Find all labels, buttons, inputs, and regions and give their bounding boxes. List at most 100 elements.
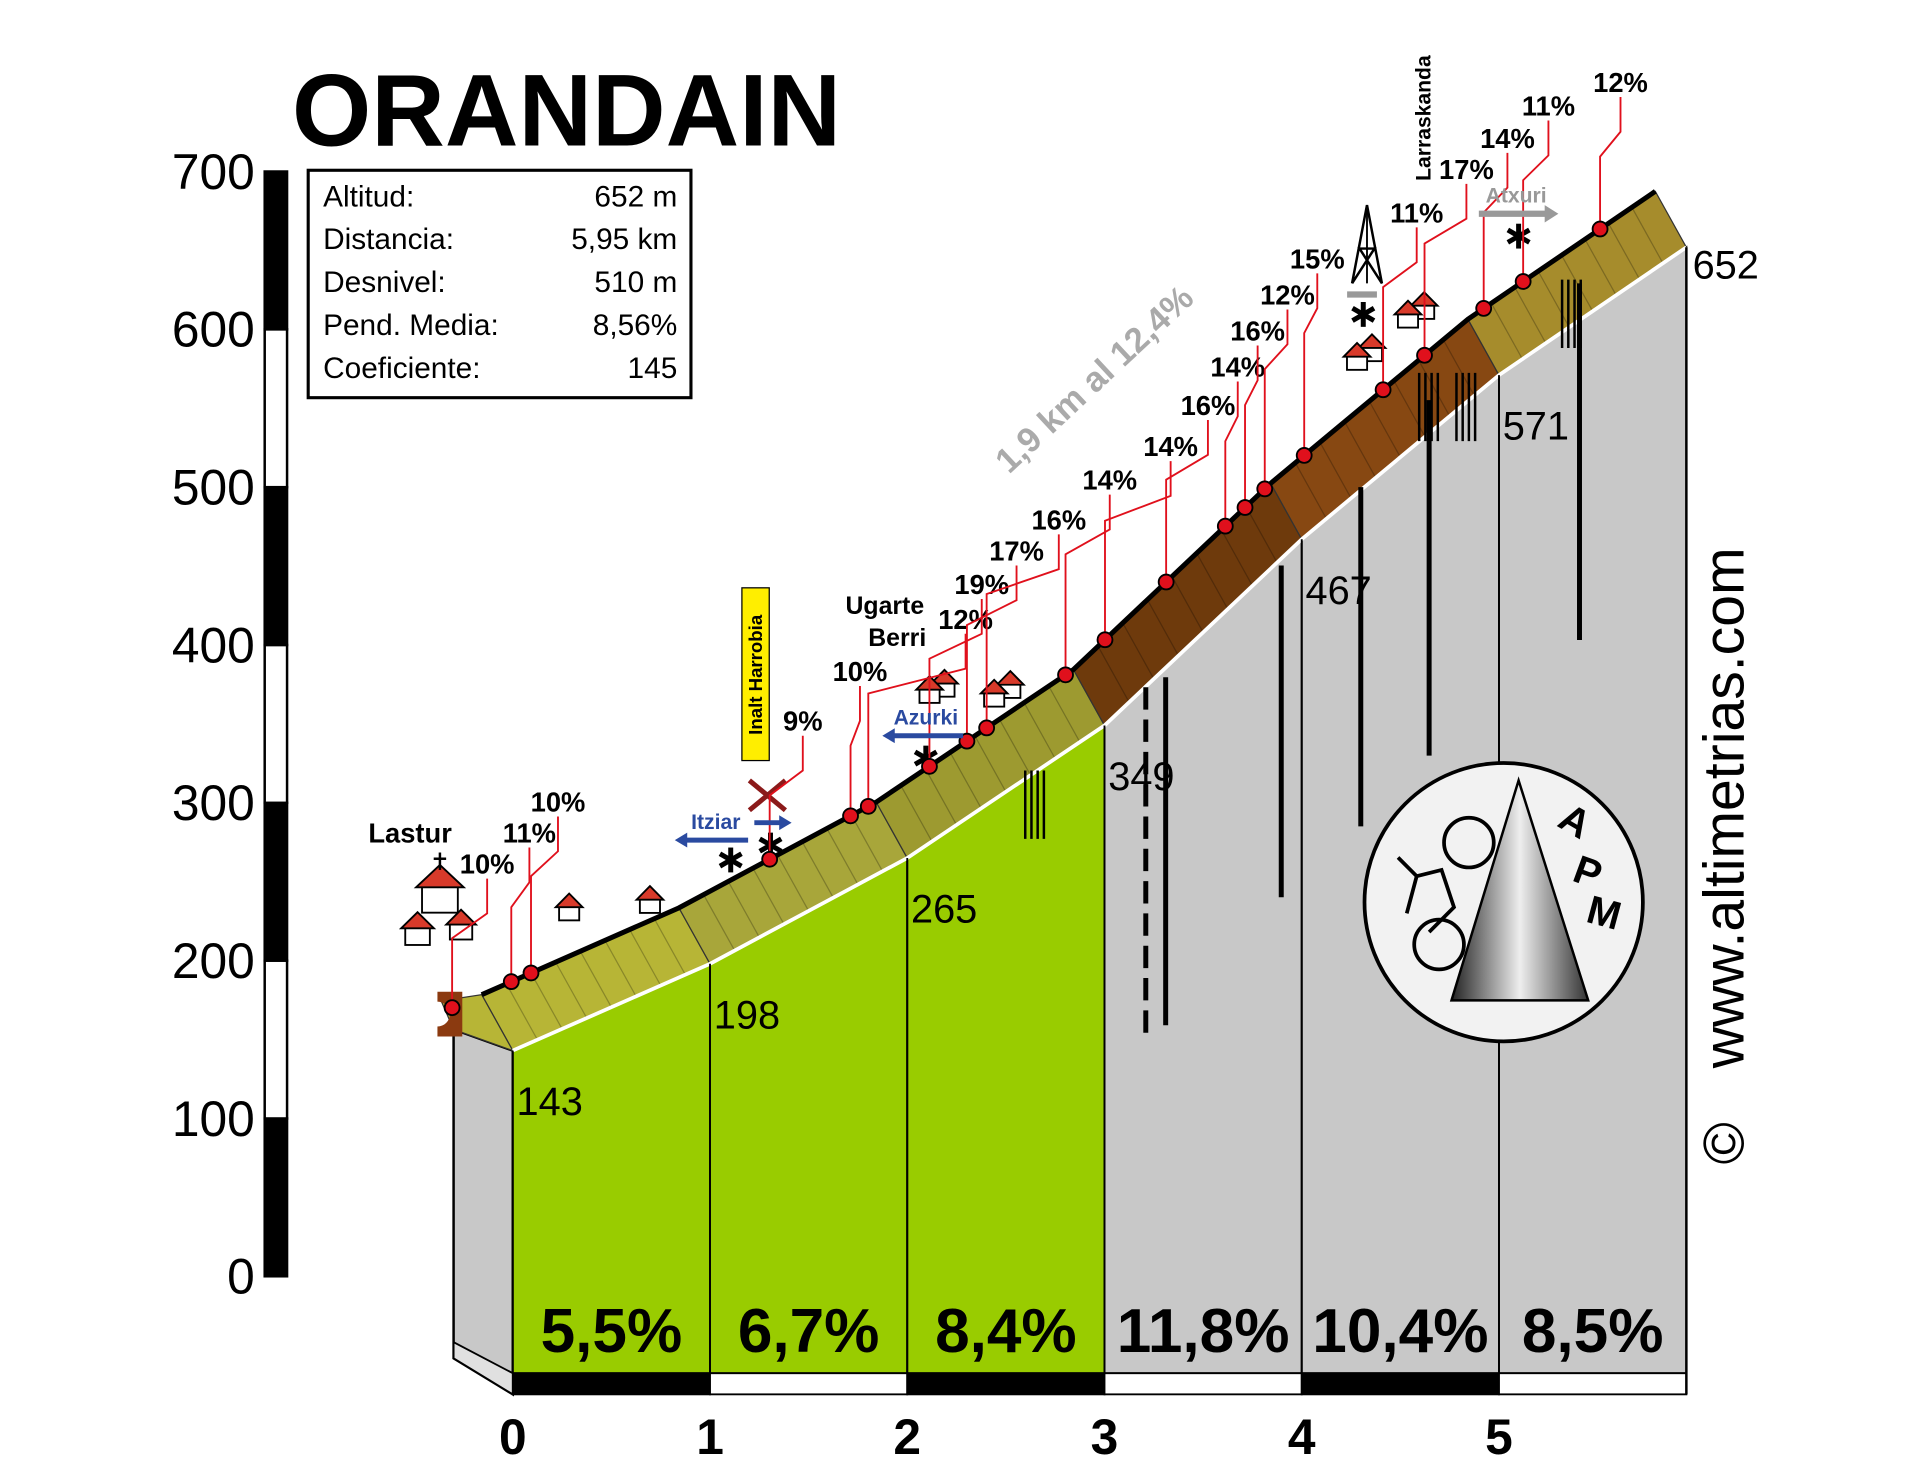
pitch-dot xyxy=(443,999,461,1017)
ribbon-stripe xyxy=(505,983,538,1041)
house-roof xyxy=(1392,299,1424,316)
pitch-leader xyxy=(867,633,967,807)
ribbon-stripe xyxy=(1418,359,1451,417)
ribbon-stripe xyxy=(604,940,637,997)
house-roof xyxy=(443,908,479,926)
place-label: Berri xyxy=(868,625,926,652)
ribbon-stripe xyxy=(801,841,834,899)
pitch-label: 14% xyxy=(1082,465,1137,496)
pitch-dot xyxy=(522,964,540,982)
pitch-dot xyxy=(1256,480,1274,498)
direction-arrow xyxy=(882,728,895,744)
pitch-dot xyxy=(1216,517,1234,535)
altitude-label: 143 xyxy=(516,1080,582,1124)
direction-arrow xyxy=(1544,205,1559,223)
pitch-dot xyxy=(859,797,877,815)
pitch-label: 10% xyxy=(460,849,515,880)
pitch-label: 12% xyxy=(938,604,993,635)
house-roof xyxy=(634,884,666,901)
segment-gradient-label: 8,5% xyxy=(1522,1297,1664,1366)
km-strip xyxy=(511,1372,711,1396)
pitch-leader xyxy=(510,847,531,982)
y-tick-label: 700 xyxy=(172,144,255,200)
altitude-label: 265 xyxy=(911,888,977,932)
ribbon-stripe xyxy=(850,815,884,872)
altitude-label: 652 xyxy=(1693,243,1759,287)
ribbon-stripe xyxy=(1537,270,1570,328)
ribbon-stripe xyxy=(777,854,810,912)
y-axis-band xyxy=(263,328,289,489)
copyright: © xyxy=(1693,1122,1757,1164)
ribbon-stripe xyxy=(924,768,958,826)
place-label: Inalt Harrobia xyxy=(745,614,766,735)
km-strip xyxy=(1498,1372,1688,1396)
y-axis-band xyxy=(263,170,289,331)
ribbon-stripe xyxy=(1607,223,1641,280)
x-tick-label: 1 xyxy=(696,1409,724,1465)
pitch-leader xyxy=(1423,183,1468,356)
stat-label: Desnivel: xyxy=(323,266,446,299)
pitch-dot xyxy=(1514,273,1532,290)
pitch-label: 11% xyxy=(503,818,556,849)
pitch-dot xyxy=(1374,381,1392,399)
pitch-leader xyxy=(768,735,804,860)
ribbon-stripe xyxy=(1023,702,1056,759)
altitude-label: 571 xyxy=(1503,405,1569,449)
altitude-label: 198 xyxy=(714,993,780,1037)
house-roof xyxy=(928,668,961,685)
segment-gradient-label: 11,8% xyxy=(1117,1297,1290,1366)
x-tick-label: 2 xyxy=(893,1409,921,1465)
pitch-label: 12% xyxy=(1260,279,1315,310)
x-tick-label: 5 xyxy=(1485,1409,1513,1465)
pitch-leader xyxy=(1165,420,1209,583)
pitch-dot xyxy=(842,807,859,825)
ribbon-stripe xyxy=(579,950,612,1008)
profile-side xyxy=(452,1027,515,1397)
pitch-label: 17% xyxy=(989,535,1044,566)
ribbon-stripe xyxy=(826,828,859,885)
pitch-label: 9% xyxy=(783,706,823,737)
ribbon-stripe xyxy=(1631,207,1664,264)
segment-gradient-label: 6,7% xyxy=(738,1297,880,1366)
ribbon-top xyxy=(480,189,1657,997)
place-label: Larraskanda xyxy=(1412,55,1435,181)
pitch-dot xyxy=(978,719,996,737)
stat-value: 652 m xyxy=(594,180,677,213)
stat-value: 510 m xyxy=(594,266,677,299)
house-roof xyxy=(1341,341,1373,358)
ribbon-stripe xyxy=(1490,302,1523,360)
house-roof xyxy=(413,863,467,889)
asterisk xyxy=(1506,227,1531,245)
place-label: Azurki xyxy=(894,707,959,730)
place-label: Ugarte xyxy=(845,593,924,620)
pitch-leader xyxy=(1263,309,1289,489)
pitch-label: 14% xyxy=(1480,123,1535,154)
x-tick-label: 4 xyxy=(1288,1409,1316,1465)
ribbon-stripe xyxy=(1171,576,1204,633)
km-strip xyxy=(1300,1372,1500,1396)
segment-gradient-label: 10,4% xyxy=(1312,1297,1488,1366)
stat-value: 5,95 km xyxy=(571,223,677,256)
ribbon-stripe xyxy=(1097,645,1130,703)
y-tick-label: 400 xyxy=(172,617,255,673)
pitch-dot xyxy=(1236,499,1254,516)
stat-label: Pend. Media: xyxy=(323,309,499,342)
ribbon-stripe xyxy=(1344,421,1377,478)
y-axis-band xyxy=(263,959,289,1120)
house-roof xyxy=(398,910,437,930)
pitch-label: 11% xyxy=(1390,197,1443,228)
place-label: Atxuri xyxy=(1486,185,1547,208)
y-axis-band xyxy=(263,801,289,962)
pitch-label: 14% xyxy=(1210,352,1265,383)
pitch-dot xyxy=(1096,631,1114,649)
direction-arrow xyxy=(779,815,792,831)
pitch-leader xyxy=(849,685,861,816)
ribbon-stripe xyxy=(1245,506,1278,563)
y-tick-label: 100 xyxy=(172,1091,255,1147)
y-tick-label: 200 xyxy=(172,933,255,989)
pitch-dot xyxy=(1057,666,1074,684)
segment-gradient-label: 8,4% xyxy=(935,1297,1077,1366)
pitch-label: 17% xyxy=(1439,154,1494,185)
